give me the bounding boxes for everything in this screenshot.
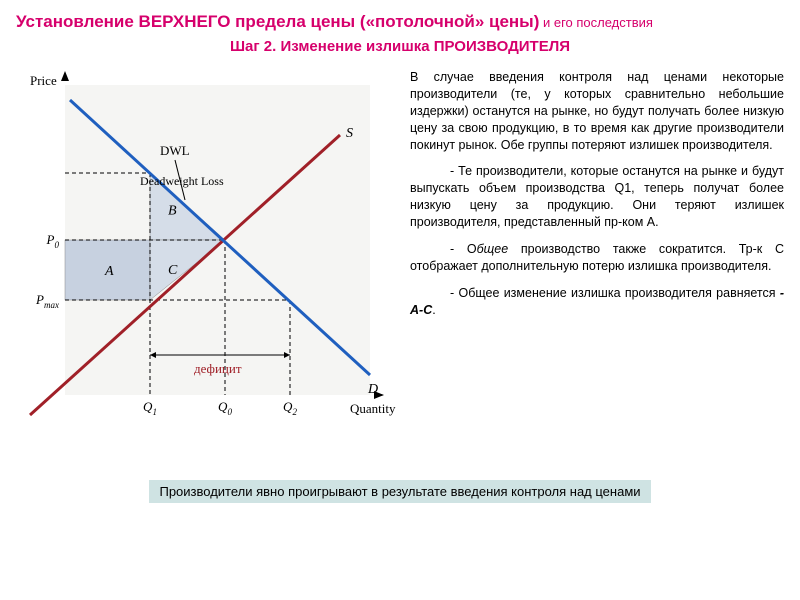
svg-text:A: A: [104, 264, 114, 279]
svg-text:DWL: DWL: [160, 143, 190, 158]
supply-demand-chart: Price Quantity DWL Deadweight Loss дефицит A B…: [10, 65, 400, 445]
svg-text:Quantity: Quantity: [350, 401, 396, 416]
chart-container: Price Quantity DWL Deadweight Loss дефицит A B…: [10, 65, 400, 450]
main-title: Установление ВЕРХНЕГО предела цены («пот…: [16, 12, 790, 32]
explanation-text: В случае введения контроля над ценами не…: [400, 65, 790, 328]
svg-text:D: D: [367, 382, 378, 397]
footer-conclusion: Производители явно проигрывают в результ…: [149, 480, 650, 503]
svg-text:S: S: [346, 126, 353, 141]
svg-text:Deadweight Loss: Deadweight Loss: [140, 174, 224, 188]
svg-text:Q1: Q1: [143, 399, 157, 417]
svg-text:Q0: Q0: [218, 399, 232, 417]
svg-text:B: B: [168, 204, 177, 219]
svg-text:Pmax: Pmax: [35, 292, 59, 310]
paragraph-1: В случае введения контроля над ценами не…: [410, 69, 784, 153]
content-row: Price Quantity DWL Deadweight Loss дефицит A B…: [10, 65, 790, 450]
paragraph-2: - Те производители, которые останутся на…: [410, 163, 784, 231]
paragraph-4: - Общее изменение излишка производителя …: [410, 285, 784, 319]
sub-title: Шаг 2. Изменение излишка ПРОИЗВОДИТЕЛЯ: [10, 38, 790, 55]
main-title-suffix: и его последствия: [539, 15, 653, 30]
svg-text:Q2: Q2: [283, 399, 297, 417]
svg-text:дефицит: дефицит: [194, 361, 242, 376]
svg-text:P0: P0: [46, 232, 60, 250]
main-title-text: Установление ВЕРХНЕГО предела цены («пот…: [16, 12, 539, 31]
paragraph-3: - Общее производство также сократится. Т…: [410, 241, 784, 275]
svg-text:C: C: [168, 263, 178, 278]
svg-text:Price: Price: [30, 73, 57, 88]
